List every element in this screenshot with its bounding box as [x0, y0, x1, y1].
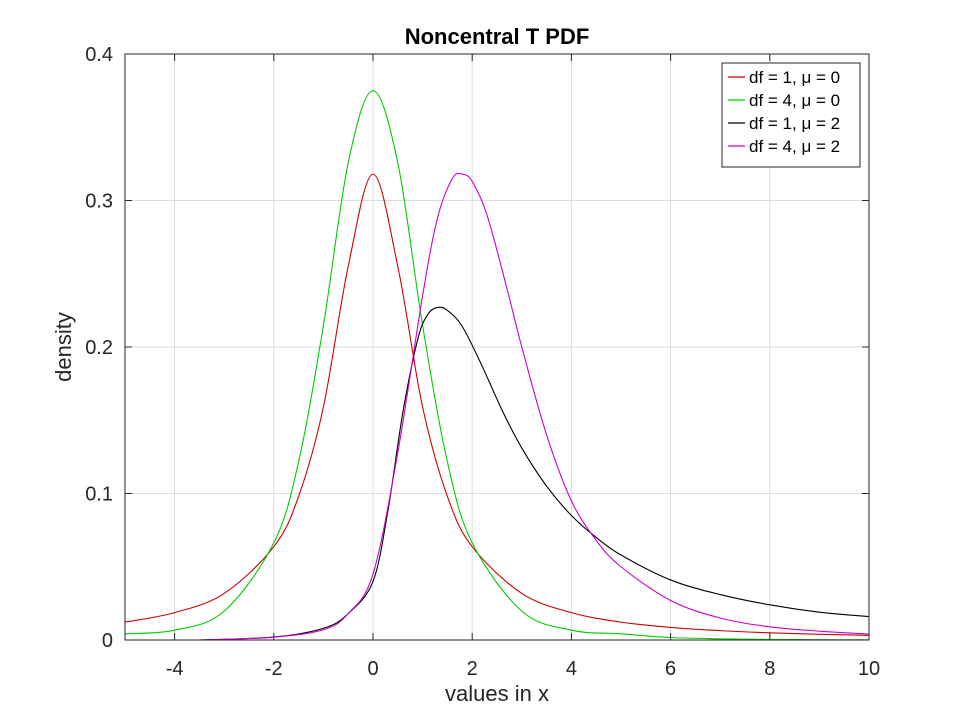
legend-box [721, 62, 861, 168]
series-line-3 [199, 306, 870, 641]
y-tick-label: 0 [102, 630, 113, 652]
series-line-1 [124, 173, 870, 636]
series-line-2 [124, 90, 870, 641]
series-curves [124, 90, 870, 641]
x-axis-label: values in x [445, 681, 549, 706]
series-line-4 [199, 172, 870, 641]
chart-title: Noncentral T PDF [405, 24, 590, 49]
y-tick-label: 0.1 [85, 484, 113, 506]
x-tick-label: -4 [166, 658, 184, 680]
x-tick-label: 4 [566, 658, 577, 680]
legend-label-1: df = 1, μ = 0 [749, 68, 840, 87]
y-tick-label: 0.3 [85, 191, 113, 213]
x-tick-label: 6 [665, 658, 676, 680]
x-tick-label: -2 [265, 658, 283, 680]
x-tick-label: 10 [858, 658, 880, 680]
legend-label-2: df = 4, μ = 0 [749, 91, 840, 110]
y-tick-label: 0.4 [85, 44, 113, 66]
axis-ticks: -4 -2 0 2 4 6 8 10 0 0.1 0.2 0.3 0.4 [85, 44, 880, 680]
x-tick-label: 8 [764, 658, 775, 680]
legend-label-4: df = 4, μ = 2 [749, 137, 840, 156]
y-tick-label: 0.2 [85, 337, 113, 359]
legend-label-3: df = 1, μ = 2 [749, 114, 840, 133]
x-tick-label: 0 [367, 658, 378, 680]
legend: df = 1, μ = 0 df = 4, μ = 0 df = 1, μ = 2 d… [721, 62, 861, 168]
x-tick-label: 2 [467, 658, 478, 680]
y-axis-label: density [51, 312, 76, 382]
